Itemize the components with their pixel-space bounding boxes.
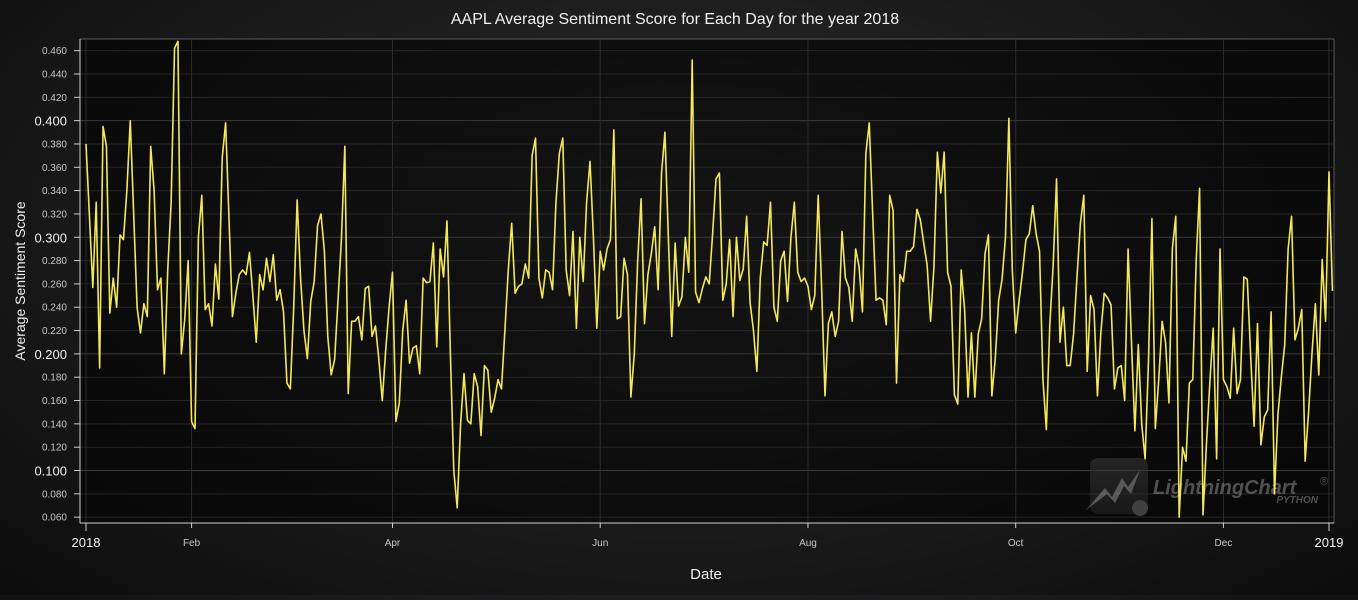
- chart-title: AAPL Average Sentiment Score for Each Da…: [451, 11, 899, 28]
- y-tick-label: 0.340: [42, 186, 67, 197]
- y-tick-label: 0.200: [34, 347, 67, 362]
- watermark-sub: PYTHON: [1276, 495, 1318, 506]
- y-tick-label: 0.440: [42, 69, 67, 80]
- y-tick-label: 0.380: [42, 139, 67, 150]
- y-tick-label: 0.260: [42, 279, 67, 290]
- y-tick-label: 0.060: [42, 513, 67, 524]
- y-tick-label: 0.300: [34, 230, 67, 245]
- x-tick-label: Feb: [183, 538, 201, 549]
- python-logo-icon: [1132, 500, 1148, 516]
- x-axis-label: Date: [690, 566, 722, 583]
- y-tick-label: 0.320: [42, 209, 67, 220]
- y-tick-label: 0.240: [42, 303, 67, 314]
- y-axis-label: Average Sentiment Score: [12, 201, 28, 360]
- y-tick-label: 0.180: [42, 373, 67, 384]
- y-axis: 0.060 0.080 0.100 0.120 0.140 0.160 0.180 0.200…: [34, 39, 81, 524]
- x-tick-label: Jun: [592, 538, 608, 549]
- x-tick-label: Aug: [799, 538, 817, 549]
- x-axis: 2018 Feb Apr Jun Aug Oct Dec 2019: [72, 522, 1344, 550]
- y-tick-label: 0.460: [42, 46, 67, 57]
- watermark: LightningChart ® PYTHON: [1086, 458, 1328, 516]
- y-tick-label: 0.400: [34, 114, 67, 129]
- lightning-bolt-icon: [1086, 470, 1140, 510]
- x-tick-label: 2018: [72, 535, 101, 550]
- y-tick-label: 0.420: [42, 93, 67, 104]
- y-tick-label: 0.160: [42, 396, 67, 407]
- y-tick-label: 0.080: [42, 489, 67, 500]
- y-tick-label: 0.220: [42, 326, 67, 337]
- y-tick-label: 0.120: [42, 443, 67, 454]
- series-line: [85, 40, 1334, 518]
- x-tick-label: Dec: [1215, 538, 1233, 549]
- x-tick-label: Oct: [1008, 538, 1024, 549]
- y-tick-label: 0.280: [42, 256, 67, 267]
- watermark-registered: ®: [1320, 476, 1328, 488]
- watermark-brand: LightningChart: [1153, 477, 1298, 499]
- y-tick-label: 0.100: [34, 464, 67, 479]
- y-tick-label: 0.360: [42, 163, 67, 174]
- series-layer: [85, 40, 1334, 518]
- x-tick-label: 2019: [1315, 535, 1344, 550]
- x-tick-label: Apr: [385, 538, 401, 549]
- y-tick-label: 0.140: [42, 419, 67, 430]
